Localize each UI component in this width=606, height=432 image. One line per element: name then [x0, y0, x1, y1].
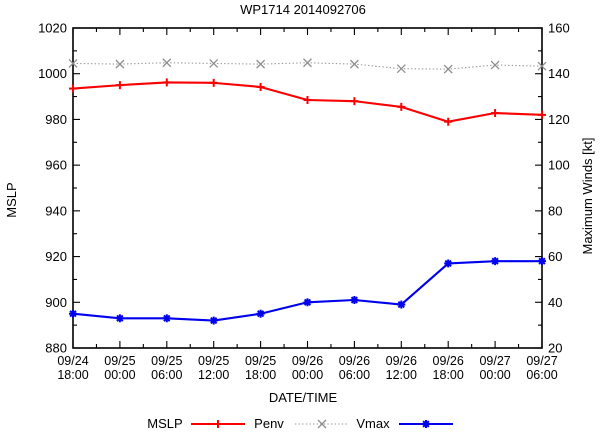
x-axis-tick-time: 06:00 [526, 368, 557, 382]
y2-axis-tick-label: 100 [548, 158, 570, 173]
x-axis-tick-date: 09/27 [526, 354, 557, 368]
x-axis-tick-time: 12:00 [198, 368, 229, 382]
y2-axis-title: Maximum Winds [kt] [580, 137, 595, 254]
y-axis-tick-label: 980 [45, 112, 67, 127]
y-axis-tick-label: 1020 [38, 21, 67, 36]
x-axis-tick-date: 09/25 [151, 354, 182, 368]
x-axis-tick-date: 09/26 [433, 354, 464, 368]
y-axis-tick-label: 900 [45, 295, 67, 310]
y-axis-tick-label: 940 [45, 203, 67, 218]
chart-title: WP1714 2014092706 [240, 2, 366, 17]
series-penv [68, 58, 547, 74]
y2-axis-tick-label: 120 [548, 112, 570, 127]
y2-axis-tick-label: 140 [548, 66, 570, 81]
series-markers-vmax [69, 257, 546, 325]
legend-item-mslp: MSLP [147, 416, 245, 431]
legend-label-vmax: Vmax [356, 416, 390, 431]
x-axis-tick-date: 09/26 [339, 354, 370, 368]
chart-legend: MSLP Penv Vmax [147, 416, 453, 431]
x-axis-tick-date: 09/24 [57, 354, 88, 368]
legend-label-penv: Penv [254, 416, 284, 431]
y-axis-tick-label: 880 [45, 341, 67, 356]
x-axis-tick-time: 12:00 [386, 368, 417, 382]
y2-axis-tick-label: 60 [548, 249, 562, 264]
series-line-vmax [72, 260, 542, 322]
x-axis-tick-date: 09/26 [386, 354, 417, 368]
series-vmax [69, 257, 546, 325]
y-axis-title: MSLP [4, 182, 19, 217]
series-markers-mslp [69, 78, 546, 126]
x-axis-tick-time: 18:00 [245, 368, 276, 382]
x-axis-tick-time: 00:00 [479, 368, 510, 382]
right-axis: 20 40 60 80 100 120 140 160 [535, 21, 570, 356]
x-axis-tick-date: 09/27 [479, 354, 510, 368]
legend-label-mslp: MSLP [147, 416, 182, 431]
x-axis-tick-time: 06:00 [339, 368, 370, 382]
x-axis-tick-time: 00:00 [104, 368, 135, 382]
y2-axis-tick-label: 40 [548, 295, 562, 310]
x-axis-tick-time: 18:00 [433, 368, 464, 382]
x-axis-tick-date: 09/25 [104, 354, 135, 368]
y-axis-tick-label: 960 [45, 158, 67, 173]
series-line-penv [72, 62, 543, 70]
left-axis: 880 900 920 940 960 980 1000 1020 [38, 21, 80, 356]
y-axis-tick-label: 1000 [38, 66, 67, 81]
x-axis-tick-time: 00:00 [292, 368, 323, 382]
y-axis-tick-label: 920 [45, 249, 67, 264]
series-markers-penv [68, 58, 547, 74]
x-axis-tick-date: 09/25 [198, 354, 229, 368]
bottom-axis: 09/2418:0009/2500:0009/2506:0009/2512:00… [57, 341, 558, 382]
series-layer [68, 58, 547, 325]
x-axis-tick-time: 06:00 [151, 368, 182, 382]
y2-axis-tick-label: 80 [548, 203, 562, 218]
x-axis-title: DATE/TIME [269, 390, 338, 405]
legend-item-penv: Penv [254, 416, 349, 431]
legend-item-vmax: Vmax [356, 416, 453, 431]
x-axis-tick-date: 09/26 [292, 354, 323, 368]
series-mslp [69, 78, 546, 126]
x-axis-tick-date: 09/25 [245, 354, 276, 368]
y2-axis-tick-label: 160 [548, 21, 570, 36]
top-axis [72, 28, 543, 35]
x-axis-tick-time: 18:00 [57, 368, 88, 382]
y2-axis-tick-label: 20 [548, 341, 562, 356]
